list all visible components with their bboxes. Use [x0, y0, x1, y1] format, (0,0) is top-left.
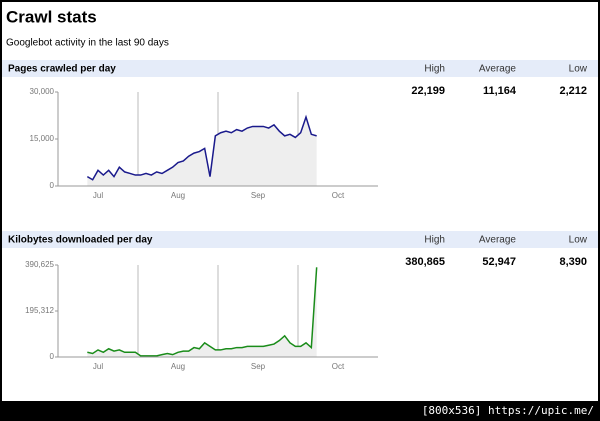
y-tick-label: 30,000 — [30, 87, 55, 96]
page-subtitle: Googlebot activity in the last 90 days — [6, 38, 169, 49]
page-title: Crawl stats — [6, 7, 97, 26]
y-tick-label: 195,312 — [25, 306, 54, 315]
column-header: High — [424, 64, 445, 75]
section-title: Kilobytes downloaded per day — [8, 235, 153, 246]
stat-value: 2,212 — [559, 85, 587, 97]
column-header: Low — [569, 235, 588, 246]
stat-value: 11,164 — [483, 85, 517, 97]
column-header: Average — [479, 64, 517, 75]
stat-value: 380,865 — [405, 256, 445, 268]
area — [87, 117, 317, 186]
x-tick-label: Jul — [93, 362, 103, 371]
footer-text: [800x536] https://upic.me/ — [422, 404, 594, 417]
x-tick-label: Jul — [93, 191, 103, 200]
area — [87, 267, 317, 357]
stat-value: 8,390 — [559, 256, 587, 268]
column-header: Low — [569, 64, 588, 75]
section-bar — [2, 60, 598, 77]
y-tick-label: 0 — [50, 181, 55, 190]
x-tick-label: Aug — [171, 191, 185, 200]
y-tick-label: 390,625 — [25, 260, 54, 269]
column-header: High — [424, 235, 445, 246]
column-header: Average — [479, 235, 517, 246]
x-tick-label: Oct — [332, 362, 345, 371]
y-tick-label: 0 — [50, 352, 55, 361]
x-tick-label: Oct — [332, 191, 345, 200]
x-tick-label: Sep — [251, 191, 266, 200]
section-bar — [2, 231, 598, 248]
footer-bar — [2, 401, 598, 421]
stat-value: 52,947 — [482, 256, 516, 268]
line — [86, 114, 317, 181]
stat-value: 22,199 — [411, 85, 445, 97]
y-tick-label: 15,000 — [30, 134, 55, 143]
section-title: Pages crawled per day — [8, 64, 116, 75]
x-tick-label: Aug — [171, 362, 185, 371]
x-tick-label: Sep — [251, 362, 266, 371]
line — [87, 267, 318, 357]
